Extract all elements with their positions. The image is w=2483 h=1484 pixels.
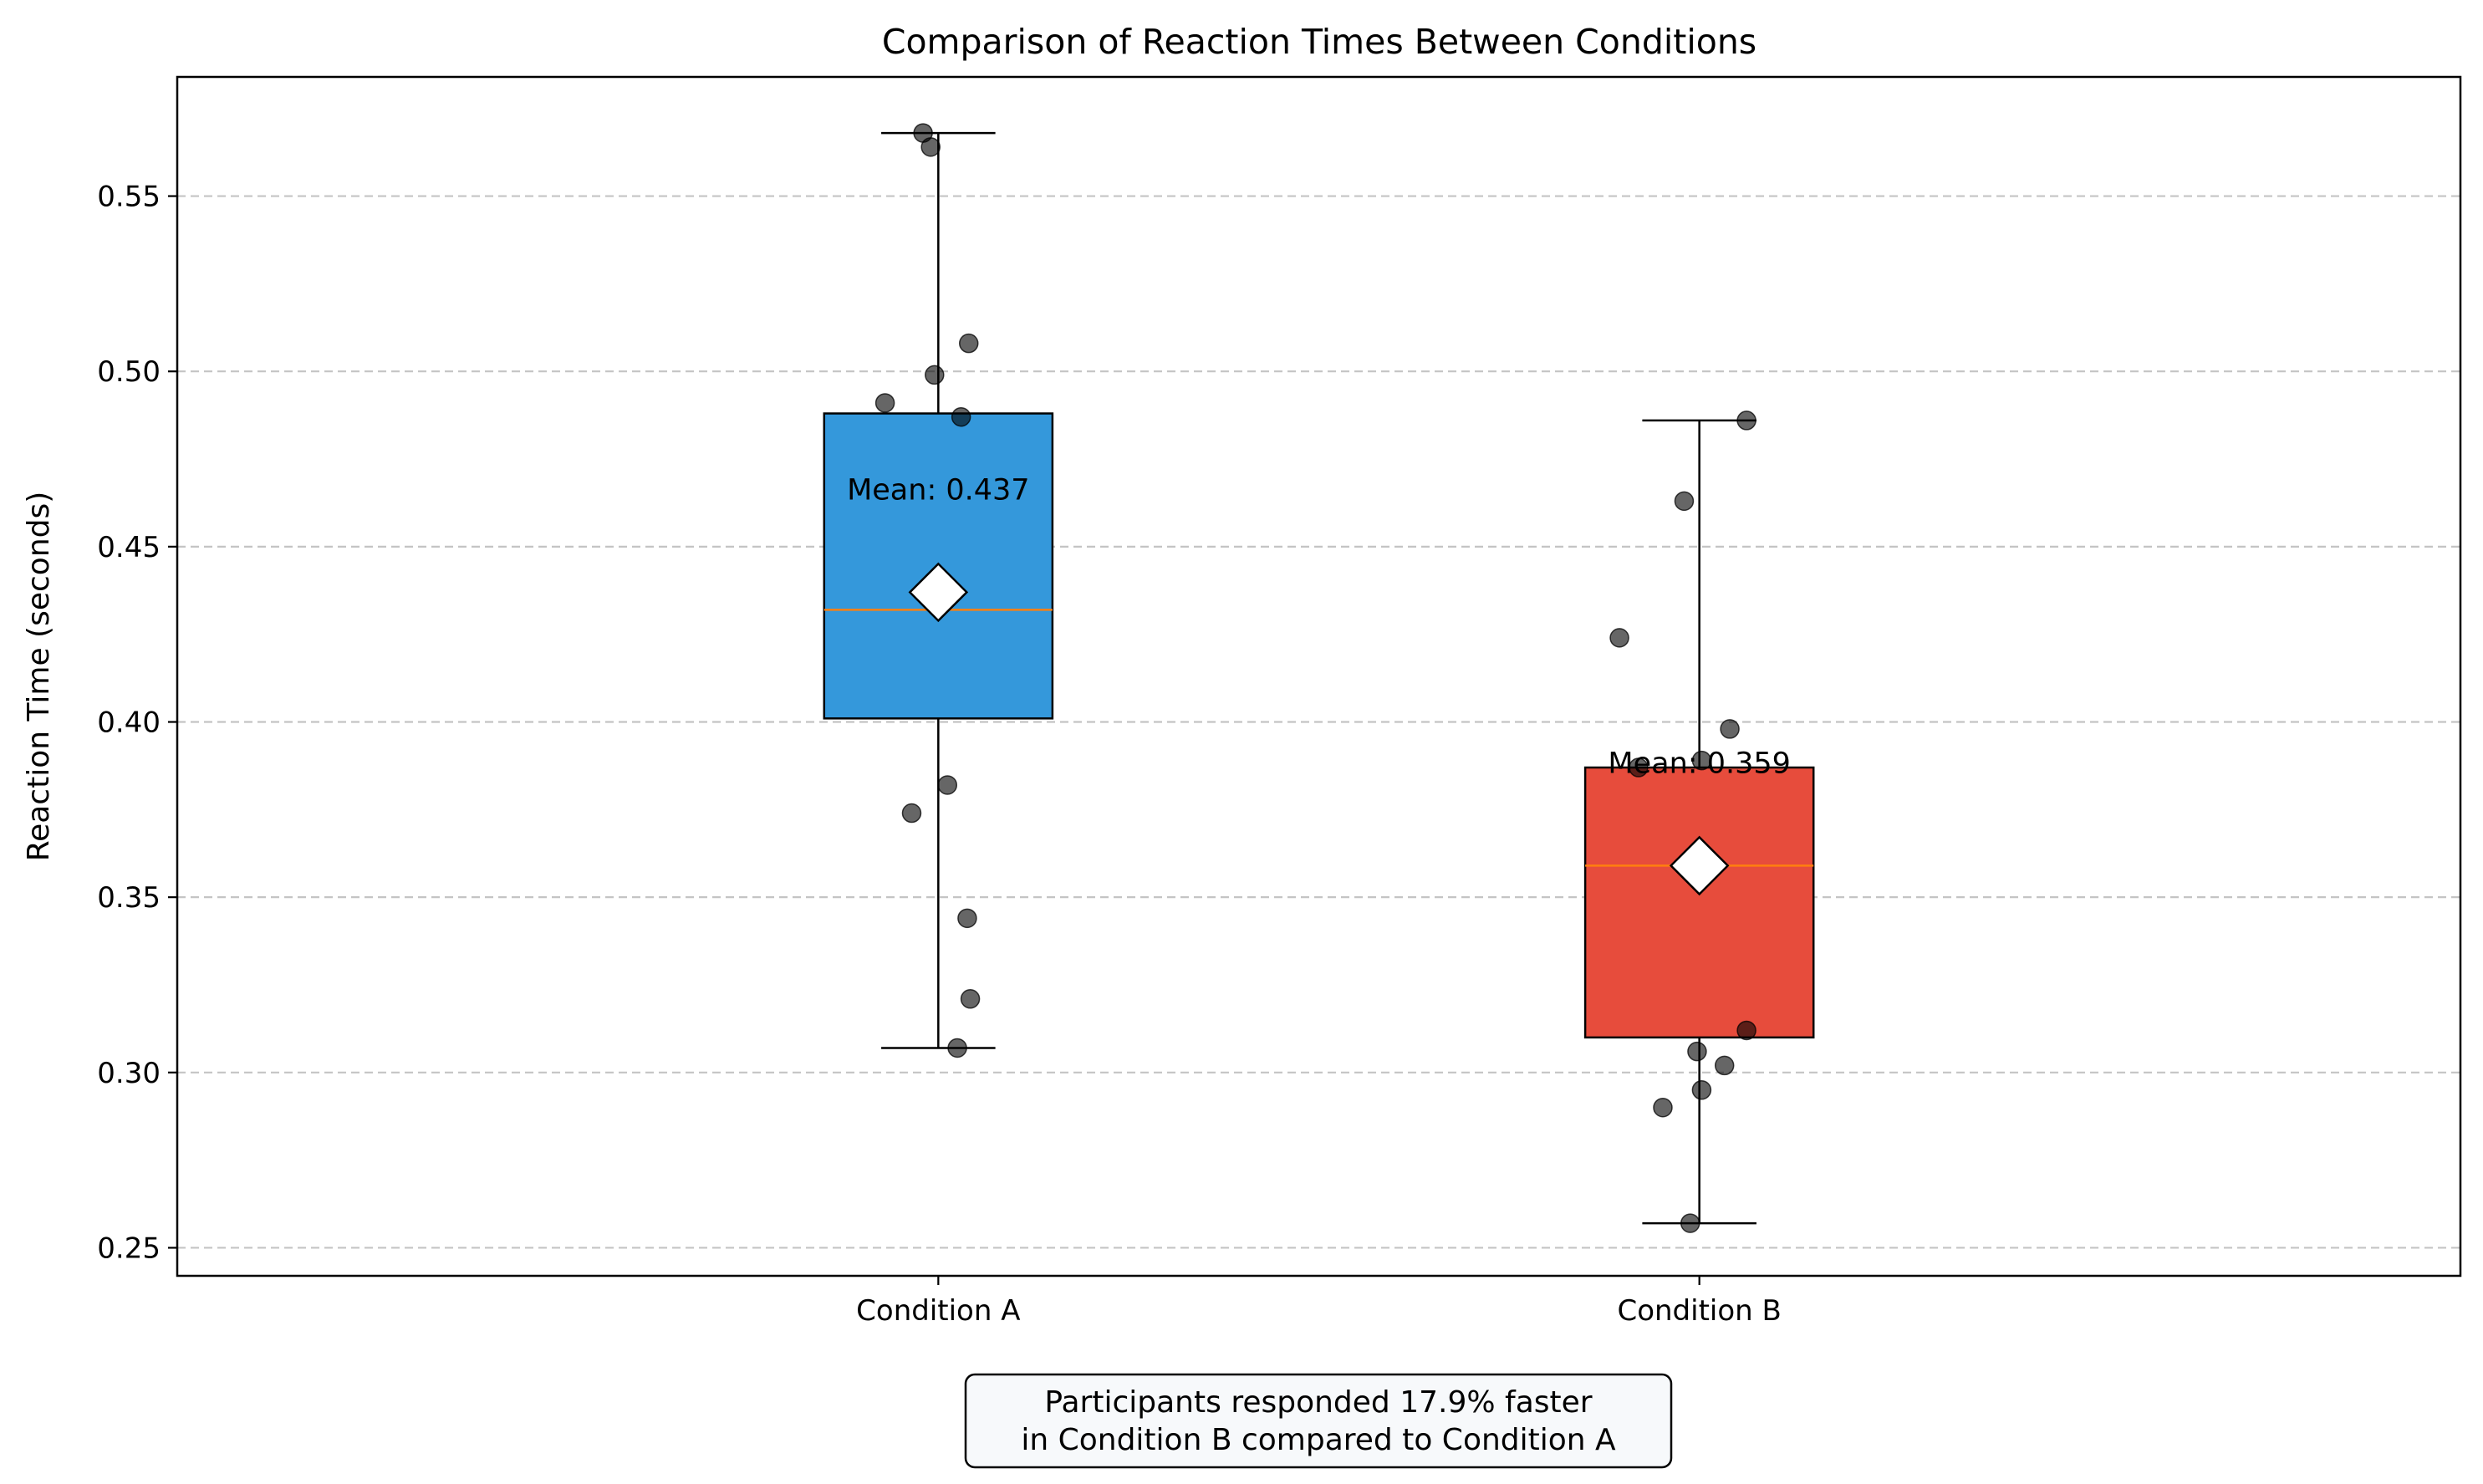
condition-b-mean-marker	[1669, 835, 1730, 896]
condition-b-point-2	[1674, 491, 1695, 512]
condition-b-point-10	[1691, 1080, 1712, 1100]
boxes	[823, 412, 1815, 1039]
x-tick-label-condition-a: Condition A	[856, 1294, 1020, 1328]
condition-a-mean-marker	[908, 562, 969, 623]
y-tick-label-0.45: 0.45	[97, 531, 161, 564]
annotation-line-2: in Condition B compared to Condition A	[1021, 1423, 1616, 1457]
x-axis-ticks: Condition A Condition B	[856, 1276, 1782, 1328]
condition-b-point-1	[1736, 411, 1756, 431]
data-points	[874, 123, 1756, 1233]
condition-b-point-4	[1720, 719, 1740, 739]
summary-annotation: Participants responded 17.9% faster in C…	[964, 1373, 1673, 1469]
y-axis-label: Reaction Time (seconds)	[22, 492, 56, 862]
condition-a-mean-label: Mean: 0.437	[847, 473, 1029, 507]
condition-a-point-6	[951, 406, 971, 427]
condition-b-point-11	[1653, 1097, 1673, 1118]
condition-a-point-7	[901, 803, 922, 824]
mean-labels: Mean: 0.437 Mean: 0.359	[847, 473, 1791, 780]
condition-b-point-9	[1714, 1055, 1735, 1076]
y-tick-label-0.40: 0.40	[97, 706, 161, 740]
condition-b-point-7	[1736, 1020, 1756, 1041]
condition-a-point-9	[957, 908, 977, 929]
condition-b-point-8	[1687, 1041, 1707, 1062]
plot-frame	[176, 75, 2462, 1277]
gridlines	[177, 195, 2460, 1249]
condition-b-point-3	[1609, 628, 1629, 648]
condition-b-mean-label: Mean: 0.359	[1608, 747, 1790, 780]
y-tick-label-0.25: 0.25	[97, 1232, 161, 1265]
chart-title: Comparison of Reaction Times Between Con…	[882, 22, 1756, 62]
condition-a-point-11	[947, 1038, 967, 1058]
mean-markers	[908, 562, 1730, 896]
y-tick-label-0.55: 0.55	[97, 181, 161, 214]
x-tick-label-condition-b: Condition B	[1617, 1294, 1781, 1328]
condition-a-point-8	[937, 775, 958, 795]
condition-a-point-3	[920, 137, 941, 157]
condition-a-point-5	[958, 333, 979, 354]
condition-a-point-4	[925, 365, 945, 385]
condition-b-point-5	[1629, 757, 1649, 778]
annotation-box	[964, 1373, 1673, 1469]
condition-b-box	[1583, 766, 1815, 1039]
condition-a-point-1	[874, 393, 895, 413]
y-tick-label-0.50: 0.50	[97, 355, 161, 389]
condition-b-point-6	[1691, 750, 1712, 771]
annotation-line-1: Participants responded 17.9% faster	[1044, 1385, 1592, 1420]
y-tick-label-0.30: 0.30	[97, 1057, 161, 1090]
y-tick-label-0.35: 0.35	[97, 881, 161, 915]
y-axis-ticks: 0.25 0.30 0.35 0.40 0.45 0.50 0.55	[97, 181, 177, 1265]
condition-a-point-10	[960, 989, 981, 1009]
condition-b-point-12	[1680, 1213, 1700, 1233]
